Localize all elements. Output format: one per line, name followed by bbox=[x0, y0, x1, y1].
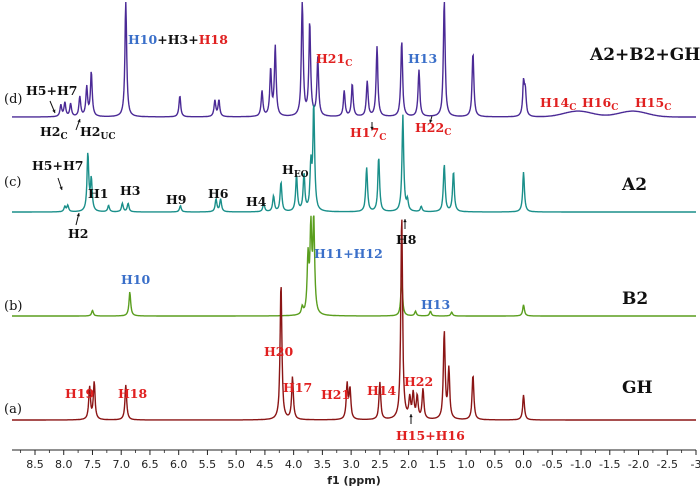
spectrum-line bbox=[12, 104, 696, 213]
x-tick-label: -1.5 bbox=[599, 458, 620, 471]
x-tick-label: -2.0 bbox=[628, 458, 649, 471]
x-tick-label: -0.5 bbox=[542, 458, 563, 471]
pointer-arrowhead bbox=[76, 213, 80, 217]
panel-tag: (d) bbox=[4, 92, 22, 107]
spectrum-gh: (a) GH bbox=[4, 219, 696, 421]
peak-label: H15C bbox=[635, 95, 671, 113]
x-tick-label: 3.0 bbox=[342, 458, 360, 471]
peak-label: H5+H7 bbox=[26, 83, 78, 98]
peak-label: H15+H16 bbox=[396, 428, 465, 443]
sample-name: B2 bbox=[622, 289, 648, 309]
spectrum-a2: (c) A2 bbox=[4, 104, 696, 213]
peak-label: H6 bbox=[208, 186, 229, 201]
peak-label: H17 bbox=[283, 380, 312, 395]
sample-name: GH bbox=[622, 378, 653, 398]
pointer-arrowhead bbox=[429, 119, 433, 123]
x-tick-label: 6.5 bbox=[141, 458, 159, 471]
x-tick-label: 0.0 bbox=[515, 458, 533, 471]
peak-label: H3 bbox=[120, 183, 141, 198]
panel-tag: (c) bbox=[4, 175, 21, 190]
x-tick-label: 8.5 bbox=[26, 458, 44, 471]
x-tick-label: 0.5 bbox=[486, 458, 504, 471]
peak-label: HEO bbox=[282, 162, 309, 180]
peak-label: H9 bbox=[166, 192, 187, 207]
peak-label: H13 bbox=[408, 51, 437, 66]
x-tick-label: -2.5 bbox=[657, 458, 678, 471]
peak-label: H21C bbox=[316, 51, 352, 69]
peak-label: H16C bbox=[582, 95, 618, 113]
peak-label: H5+H7 bbox=[32, 158, 84, 173]
peak-label: H11+H12 bbox=[314, 246, 383, 261]
pointer-arrowhead bbox=[409, 414, 413, 418]
x-axis-title: f1 (ppm) bbox=[327, 474, 381, 487]
x-axis-ticks: 8.5 8.0 7.5 7.0 6.5 6.0 5.5 5.0 4.5 4.0 3.5 3.0 2.5 2… bbox=[20, 450, 700, 471]
peak-label: H20 bbox=[264, 344, 294, 359]
x-tick-label: 2.0 bbox=[400, 458, 418, 471]
peak-label: H8 bbox=[396, 232, 417, 247]
sample-name: A2 bbox=[621, 175, 647, 195]
sample-name: A2+B2+GH bbox=[589, 45, 700, 65]
x-tick-label: 6.0 bbox=[170, 458, 188, 471]
spectrum-line bbox=[12, 219, 696, 421]
x-tick-label: -3 bbox=[691, 458, 700, 471]
pointer-arrowhead bbox=[52, 109, 56, 113]
peak-label: H2 bbox=[68, 226, 89, 241]
panel-tag: (a) bbox=[4, 402, 22, 417]
x-tick-label: 7.0 bbox=[112, 458, 130, 471]
spectra-layer: (d) A2+B2+GH (c) A2 (b) B2 (a) GH bbox=[4, 1, 700, 421]
x-tick-label: 3.5 bbox=[314, 458, 332, 471]
peak-label: H1 bbox=[88, 186, 109, 201]
peak-label: H14 bbox=[367, 383, 397, 398]
peak-label: H17C bbox=[350, 125, 386, 143]
peak-label: H21 bbox=[321, 387, 350, 402]
pointer-arrowhead bbox=[77, 119, 81, 123]
peak-label: H22 bbox=[404, 374, 433, 389]
x-tick-label: 2.5 bbox=[371, 458, 389, 471]
spectrum-b2: (b) B2 bbox=[4, 215, 696, 317]
panel-tag: (b) bbox=[4, 299, 22, 314]
peak-label: H10+H3+H18 bbox=[128, 32, 228, 47]
pointer-arrowhead bbox=[403, 219, 407, 223]
peak-label: H10 bbox=[121, 272, 151, 287]
peak-label: H18 bbox=[118, 386, 148, 401]
spectrum-a2-b2-gh: (d) A2+B2+GH bbox=[4, 1, 700, 118]
peak-label: H2C bbox=[40, 124, 68, 142]
peak-label: H4 bbox=[246, 194, 267, 209]
peak-label: H19 bbox=[65, 386, 94, 401]
pointer-arrowhead bbox=[370, 126, 374, 130]
x-tick-label: 5.5 bbox=[199, 458, 217, 471]
peak-label: H14C bbox=[540, 95, 576, 113]
x-tick-label: 8.0 bbox=[55, 458, 73, 471]
x-tick-label: 5.0 bbox=[227, 458, 245, 471]
x-tick-label: 4.0 bbox=[285, 458, 303, 471]
pointer-arrowhead bbox=[59, 186, 63, 190]
peak-label: H13 bbox=[421, 297, 450, 312]
peak-label: H22C bbox=[415, 120, 451, 138]
spectrum-line bbox=[12, 1, 696, 118]
x-tick-label: 1.0 bbox=[457, 458, 475, 471]
peak-label: H2UC bbox=[80, 124, 116, 142]
x-tick-label: 1.5 bbox=[429, 458, 447, 471]
peak-labels-layer: H10+H3+H18 H21C H13 H5+H7 H2C H2UC H17C H22C H14… bbox=[26, 32, 671, 443]
spectrum-line bbox=[12, 215, 696, 317]
x-axis: 8.5 8.0 7.5 7.0 6.5 6.0 5.5 5.0 4.5 4.0 3.5 3.0 2.5 2… bbox=[12, 449, 700, 487]
x-tick-label: -1.0 bbox=[570, 458, 591, 471]
x-tick-label: 7.5 bbox=[84, 458, 102, 471]
x-tick-label: 4.5 bbox=[256, 458, 274, 471]
